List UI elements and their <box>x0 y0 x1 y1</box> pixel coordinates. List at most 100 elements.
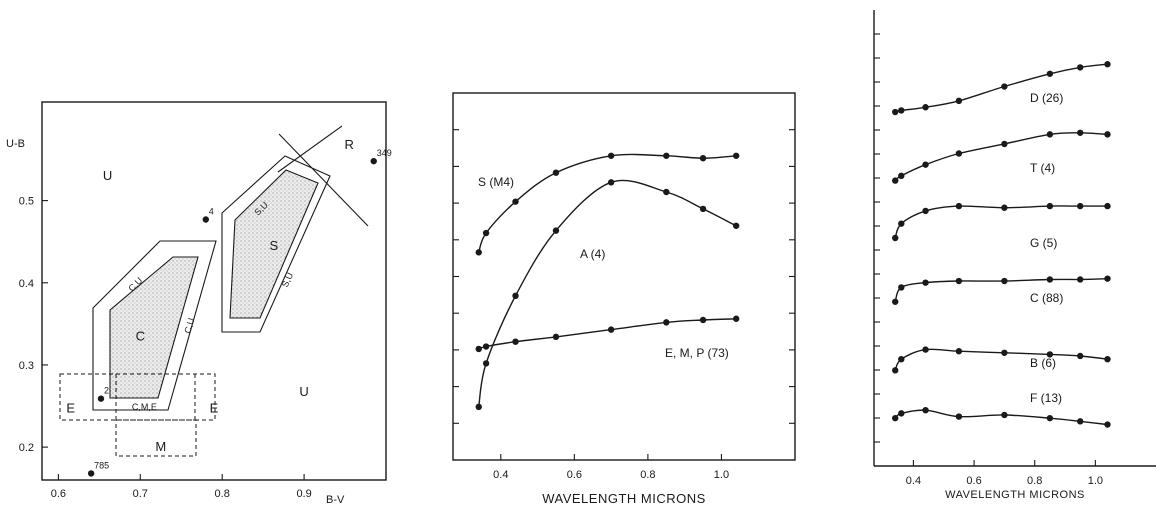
series-point <box>1001 277 1008 285</box>
series-point <box>607 179 615 186</box>
x-tick-label: 0.7 <box>133 488 148 500</box>
series-point <box>892 108 899 116</box>
series-point <box>1104 202 1111 210</box>
star-point-label: 2 <box>104 386 109 396</box>
series-point <box>955 413 963 420</box>
panel1-frame <box>41 101 387 481</box>
series-point <box>898 410 905 417</box>
x-tick-label: 0.6 <box>51 488 66 500</box>
x-tick-label: 0.8 <box>215 488 230 500</box>
series-point <box>922 346 929 353</box>
panel2-y-axis <box>453 129 795 424</box>
series-point <box>552 333 560 341</box>
series-2: E, M, P (73) <box>475 315 740 360</box>
series-point <box>898 107 905 114</box>
region-c-outer <box>92 240 217 411</box>
panel1-points: 349 4 2 785 <box>87 148 392 477</box>
series-point <box>922 161 929 168</box>
star-point-label: 4 <box>209 207 214 217</box>
series-point <box>512 338 519 345</box>
series-point <box>1046 202 1054 210</box>
region-label: S <box>269 238 278 253</box>
series-point <box>1001 83 1008 90</box>
series-point <box>955 348 963 355</box>
region-label: U <box>299 384 308 399</box>
region-label: U <box>103 168 112 183</box>
x-tick-label: 0.6 <box>567 469 582 481</box>
region-c-core <box>109 256 199 399</box>
y-tick-label: 0.2 <box>19 442 34 454</box>
series-point <box>1104 421 1111 428</box>
x-tick-label: 0.6 <box>966 475 981 487</box>
x-tick-label: 0.4 <box>493 469 508 481</box>
series-4: B (6) <box>892 346 1111 374</box>
panel3-series: D (26) T (4) G (5) C (88) B (6) F (13) <box>892 61 1111 428</box>
region-label: R <box>344 137 353 152</box>
boundary-label-cu: C,U <box>182 317 196 335</box>
series-point <box>892 177 899 184</box>
series-label: A (4) <box>580 247 605 261</box>
y-tick-label: 0.4 <box>19 278 34 290</box>
y-tick-label: 0.5 <box>19 196 34 208</box>
panel1-x-axis: 0.6 0.7 0.8 0.9 <box>51 474 312 500</box>
series-point <box>1076 418 1084 425</box>
series-point <box>1104 131 1111 138</box>
series-point <box>898 172 905 180</box>
series-2: G (5) <box>892 202 1111 250</box>
region-label: C,M,E <box>132 402 157 412</box>
series-0: D (26) <box>892 61 1111 116</box>
series-point <box>512 198 519 205</box>
star-point <box>202 216 210 223</box>
series-point <box>482 360 490 367</box>
region-s-outer <box>221 155 331 333</box>
panel1-y-axis: 0.2 0.3 0.4 0.5 <box>19 196 48 454</box>
series-label: B (6) <box>1030 356 1056 370</box>
panel1-y-label: U-B <box>6 138 25 150</box>
star-point <box>97 395 105 402</box>
series-point <box>922 406 929 414</box>
series-point <box>475 345 482 353</box>
region-r-boundary <box>278 133 369 227</box>
series-point <box>892 367 899 374</box>
series-1: T (4) <box>892 129 1111 184</box>
x-tick-label: 1.0 <box>714 469 729 481</box>
x-tick-label: 0.8 <box>1027 475 1042 487</box>
series-1: A (4) <box>475 179 740 411</box>
series-point <box>552 169 560 176</box>
panel3-y-axis <box>874 33 880 443</box>
series-point <box>699 205 707 213</box>
series-point <box>607 326 615 333</box>
series-point <box>732 152 740 159</box>
series-point <box>475 249 482 256</box>
series-point <box>955 150 963 157</box>
series-point <box>1001 349 1008 356</box>
series-3: C (88) <box>892 275 1111 305</box>
series-point <box>1001 140 1008 148</box>
series-line <box>478 179 737 408</box>
panel1-region-labels: C S U U R E E M C,M,E <box>66 137 354 454</box>
series-point <box>892 298 899 305</box>
series-point <box>1046 276 1054 283</box>
series-label: E, M, P (73) <box>665 346 729 360</box>
series-point <box>1046 131 1054 138</box>
series-point <box>1076 276 1084 283</box>
series-point <box>922 207 929 215</box>
series-0: S (M4) <box>475 152 740 256</box>
series-point <box>1001 411 1008 419</box>
region-label: C <box>136 328 145 343</box>
star-point-label: 349 <box>377 148 392 158</box>
series-point <box>663 188 670 196</box>
series-point <box>732 222 740 229</box>
series-label: T (4) <box>1030 161 1055 175</box>
region-label: E <box>66 401 75 416</box>
region-label: E <box>210 401 219 416</box>
series-point <box>898 355 905 363</box>
series-point <box>552 227 560 234</box>
series-point <box>922 279 929 286</box>
series-point <box>1046 351 1054 358</box>
panel3-x-axis: 0.4 0.6 0.8 1.0 <box>906 460 1103 487</box>
x-tick-label: 0.4 <box>906 475 921 487</box>
panel2-x-label: WAVELENGTH MICRONS <box>542 491 706 506</box>
series-point <box>1104 61 1111 68</box>
